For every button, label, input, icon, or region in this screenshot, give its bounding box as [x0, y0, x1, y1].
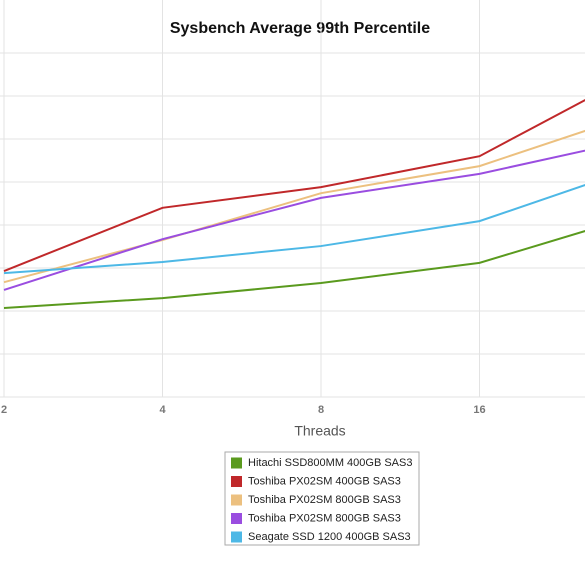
series-line: [3, 149, 585, 291]
legend-box: [224, 451, 420, 546]
chart-title: Sysbench Average 99th Percentile: [170, 20, 430, 37]
x-tick-label: 8: [318, 404, 324, 416]
legend-label: Toshiba PX02SM 400GB SAS3: [248, 475, 401, 487]
series-line: [3, 230, 585, 309]
x-tick-label: 2: [1, 404, 7, 416]
legend-label: Seagate SSD 1200 400GB SAS3: [248, 531, 411, 543]
legend: Hitachi SSD800MM 400GB SAS3 Toshiba PX02S…: [231, 457, 412, 543]
grid: 2 4 8 16: [0, 0, 585, 416]
x-axis-label: Threads: [294, 423, 345, 439]
legend-swatch: [231, 531, 242, 543]
plot: [3, 98, 585, 309]
series-line: [3, 184, 585, 275]
x-tick-label: 4: [159, 404, 166, 416]
legend-label: Hitachi SSD800MM 400GB SAS3: [248, 457, 412, 469]
legend-label: Toshiba PX02SM 800GB SAS3: [248, 494, 401, 506]
legend-swatch: [231, 513, 242, 524]
legend-swatch: [231, 476, 242, 487]
legend-label: Toshiba PX02SM 800GB SAS3: [248, 512, 401, 524]
series-line: [3, 98, 585, 272]
series-line: [3, 129, 585, 284]
legend-swatch: [231, 457, 242, 469]
x-tick-label: 16: [473, 404, 485, 416]
legend-swatch: [231, 494, 242, 506]
